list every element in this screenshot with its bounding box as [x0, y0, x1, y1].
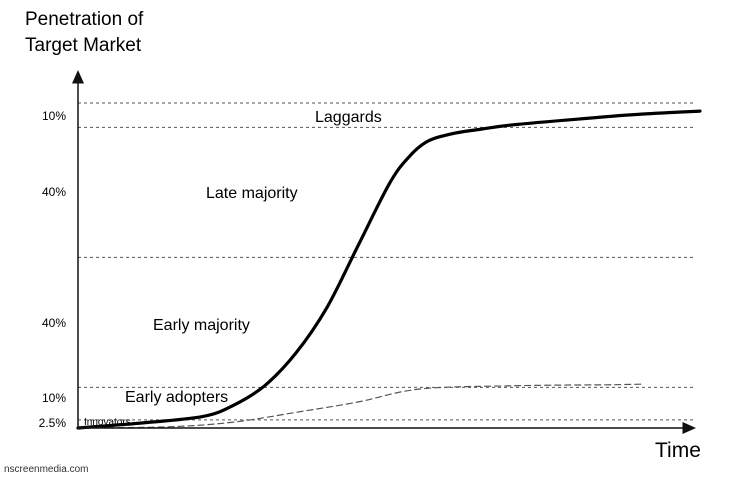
source-credit: nscreenmedia.com [4, 464, 88, 475]
segment-name-label: Early adopters [125, 389, 228, 406]
segment-share-label: 10% [42, 391, 66, 405]
segment-share-label: 40% [42, 316, 66, 330]
chart-title-line2: Target Market [25, 35, 142, 56]
dashed-series-line [77, 383, 645, 429]
chart-title-line1: Penetration of [25, 9, 144, 30]
x-axis-label: Time [655, 439, 701, 462]
adoption-s-curve [76, 109, 702, 430]
segment-boundaries [78, 102, 695, 421]
segment-labels: Innovators Early adopters Early majority La… [84, 109, 382, 428]
series-curves [76, 109, 702, 430]
segment-share-label: 10% [42, 109, 66, 123]
segment-share-label: 2.5% [39, 416, 67, 430]
y-share-labels: 2.5% 10% 40% 40% 10% [39, 109, 67, 430]
segment-name-label: Laggards [315, 109, 382, 126]
segment-name-label: Late majority [206, 185, 298, 202]
segment-share-label: 40% [42, 185, 66, 199]
segment-name-label: Innovators [84, 417, 131, 428]
segment-name-label: Early majority [153, 317, 250, 334]
